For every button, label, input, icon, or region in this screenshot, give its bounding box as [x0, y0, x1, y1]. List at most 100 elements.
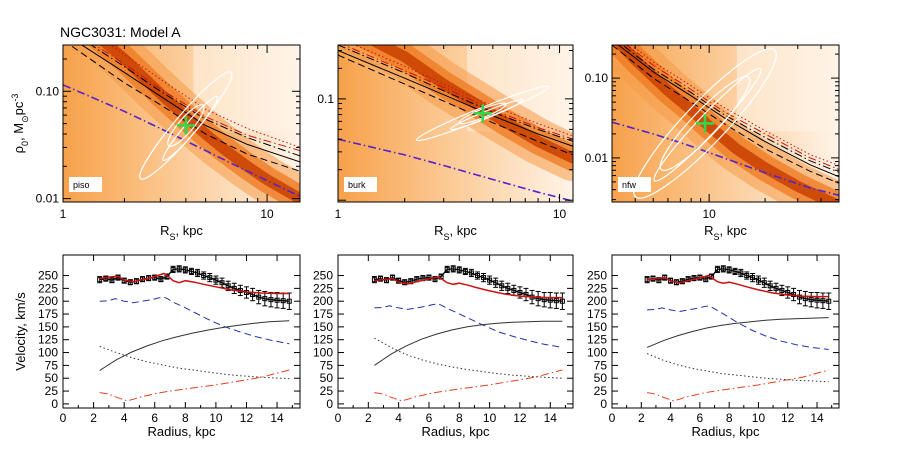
x-tick-label: 10 — [752, 411, 766, 425]
x-axis-label: Radius, kpc — [148, 424, 216, 439]
y-tick-label: 0.01 — [585, 151, 609, 165]
confidence-contour — [653, 67, 762, 182]
y-tick-label: 125 — [587, 333, 607, 347]
y-tick-label: 250 — [587, 269, 607, 283]
data-point — [744, 273, 750, 279]
y-tick-label: 200 — [587, 294, 607, 308]
y-tick-label: 25 — [45, 384, 59, 398]
y-tick-label: 100 — [313, 346, 333, 360]
x-tick-label: 2 — [638, 411, 645, 425]
x-tick-label: 10 — [483, 411, 497, 425]
likelihood-panel-piso: piso 1 10 0.01 0.10 RS, kpc ρ0, M⊙pc-3 — [10, 44, 301, 242]
heatmap-low-likelihood — [736, 45, 839, 132]
y-tick-label: 125 — [313, 333, 333, 347]
series-gas — [374, 369, 563, 402]
series-dark-halo — [374, 320, 563, 366]
model-curve-dashed-1 — [338, 54, 573, 156]
series-bulge — [99, 345, 290, 380]
series-stellar-disk — [99, 296, 290, 345]
data-point — [761, 280, 767, 286]
x-tick-label: 10 — [209, 411, 223, 425]
x-tick-label: 14 — [270, 411, 284, 425]
y-tick-label: 150 — [587, 320, 607, 334]
x-tick-label: 0 — [335, 411, 342, 425]
y-tick-label: 200 — [38, 294, 58, 308]
observed-data — [97, 265, 292, 310]
x-tick-label: 10 — [702, 207, 716, 221]
y-tick-label: 0.1 — [317, 92, 334, 106]
y-axis-label: ρ0, M⊙pc-3 — [10, 94, 30, 154]
observed-data — [371, 265, 565, 310]
data-point — [487, 277, 493, 283]
model-curve-dashdot-2 — [90, 45, 300, 157]
y-tick-label: 75 — [45, 358, 59, 372]
model-curve-dashdot-4 — [342, 45, 573, 140]
y-tick-label: 0.10 — [585, 71, 609, 85]
y-tick-label: 50 — [320, 371, 334, 385]
x-tick-label: 14 — [544, 411, 558, 425]
x-tick-label: 2 — [90, 411, 97, 425]
x-tick-label: 0 — [60, 411, 67, 425]
x-tick-label: 14 — [810, 411, 824, 425]
model-curve-solid-0 — [80, 45, 300, 163]
profile-label-box: piso — [69, 177, 102, 192]
heatmap-area — [612, 45, 839, 202]
data-point — [390, 275, 396, 281]
model-curve-dashdot-4 — [625, 45, 839, 170]
series-total-model — [374, 276, 563, 299]
panel-frame — [337, 254, 574, 409]
x-axis-label: RS, kpc — [704, 223, 747, 242]
valley-band-core — [370, 45, 573, 164]
y-tick-label: 250 — [313, 269, 333, 283]
y-tick-label: 0.10 — [36, 84, 60, 98]
x-tick-label: 8 — [726, 411, 733, 425]
data-point — [499, 283, 505, 289]
x-tick-label: 6 — [151, 411, 158, 425]
model-curve-dashdot-5 — [612, 121, 839, 197]
y-tick-label: 175 — [38, 307, 58, 321]
model-curve-dotted-3 — [353, 45, 573, 137]
data-point — [213, 277, 219, 283]
series-total-model — [647, 274, 829, 298]
x-axis-label: RS, kpc — [160, 223, 203, 242]
confidence-contour — [167, 104, 205, 147]
y-tick-label: 100 — [587, 346, 607, 360]
series-bulge — [374, 337, 563, 379]
series-gas — [647, 369, 829, 402]
rotation-plot-area — [644, 265, 832, 402]
data-point — [779, 287, 785, 293]
x-tick-label: 4 — [395, 411, 402, 425]
data-point — [219, 280, 225, 286]
y-tick-label: 0 — [600, 397, 607, 411]
model-curve-dashdot-2 — [338, 45, 573, 142]
model-curve-dashdot-4 — [94, 45, 300, 152]
y-tick-label: 25 — [594, 384, 608, 398]
x-axis-label: RS, kpc — [434, 223, 477, 242]
y-tick-label: 75 — [320, 358, 334, 372]
y-tick-label: 25 — [320, 384, 334, 398]
confidence-contour — [450, 98, 524, 131]
x-tick-label: 6 — [697, 411, 704, 425]
x-tick-label: 10 — [553, 207, 567, 221]
series-dark-halo — [646, 317, 829, 348]
panel-frame — [337, 44, 574, 203]
profile-label: burk — [348, 180, 366, 190]
x-tick-label: 8 — [456, 411, 463, 425]
profile-label-box: burk — [344, 177, 377, 192]
y-tick-label: 75 — [594, 358, 608, 372]
data-point — [750, 275, 756, 281]
data-point — [773, 285, 779, 291]
data-point — [493, 280, 499, 286]
model-curve-solid-0 — [617, 45, 839, 178]
profile-label-bg — [344, 177, 377, 192]
y-tick-label: 50 — [594, 371, 608, 385]
y-tick-label: 250 — [38, 269, 58, 283]
series-bulge — [646, 353, 829, 383]
likelihood-panel-nfw: nfw 10 0.01 0.10 RS, kpc — [585, 44, 840, 242]
rotation-plot-area — [371, 265, 565, 402]
data-point — [791, 292, 797, 298]
heatmap-area — [338, 45, 573, 202]
